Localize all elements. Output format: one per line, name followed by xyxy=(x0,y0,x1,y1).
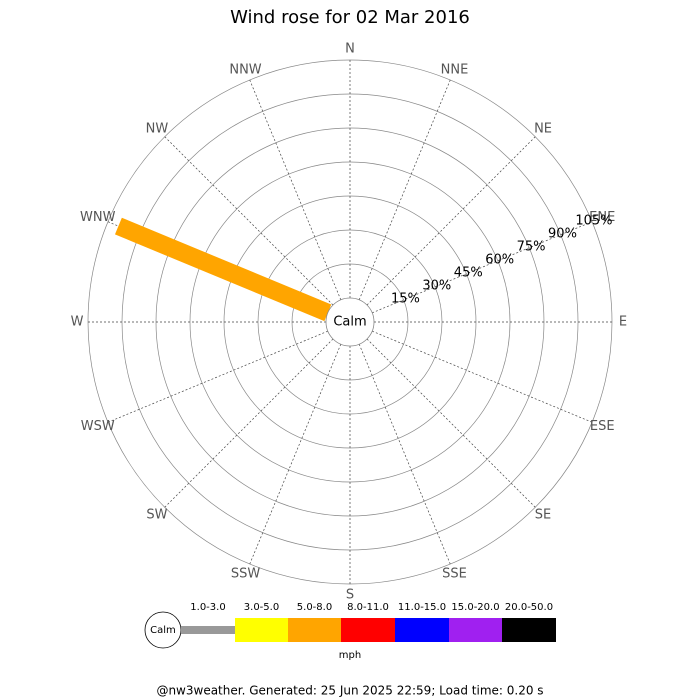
legend-swatch xyxy=(395,618,449,642)
legend-swatch xyxy=(288,618,341,642)
direction-label: SSW xyxy=(231,567,261,582)
legend-calm-label: Calm xyxy=(150,625,176,636)
chart-title: Wind rose for 02 Mar 2016 xyxy=(230,7,470,28)
direction-label: ENE xyxy=(589,210,615,225)
direction-label: WSW xyxy=(81,419,115,434)
direction-label: N xyxy=(345,42,355,57)
legend-swatch xyxy=(341,618,395,642)
direction-label: NE xyxy=(534,121,552,136)
direction-label: ESE xyxy=(590,419,615,434)
legend-label: 8.0-11.0 xyxy=(347,602,389,613)
r-tick-label: 60% xyxy=(485,253,514,268)
legend-label: 3.0-5.0 xyxy=(244,602,279,613)
direction-label: SE xyxy=(535,508,551,523)
legend-label: 20.0-50.0 xyxy=(505,602,553,613)
legend-label: 15.0-20.0 xyxy=(451,602,499,613)
legend-swatch xyxy=(181,626,235,634)
direction-label: E xyxy=(619,315,627,330)
r-tick-label: 30% xyxy=(422,279,451,294)
direction-label: NNE xyxy=(441,62,469,77)
legend-swatch xyxy=(502,618,556,642)
direction-label: NNW xyxy=(229,62,261,77)
direction-label: W xyxy=(71,315,84,330)
r-tick-label: 75% xyxy=(517,239,546,254)
legend-label: 11.0-15.0 xyxy=(398,602,446,613)
footer: @nw3weather. Generated: 25 Jun 2025 22:5… xyxy=(156,684,543,698)
legend-swatch xyxy=(235,618,288,642)
legend-label: 5.0-8.0 xyxy=(297,602,332,613)
direction-label: SW xyxy=(146,508,167,523)
calm-circle xyxy=(325,297,375,347)
r-tick-label: 105% xyxy=(575,213,612,228)
direction-label: NW xyxy=(146,121,169,136)
r-tick-label: 90% xyxy=(548,226,577,241)
direction-label: S xyxy=(346,588,354,603)
direction-label: SSE xyxy=(442,567,467,582)
legend-label: 1.0-3.0 xyxy=(190,602,225,613)
r-tick-label: 45% xyxy=(454,266,483,281)
unit-label: mph xyxy=(339,650,361,661)
direction-label: WNW xyxy=(80,210,116,225)
r-tick-label: 15% xyxy=(391,292,420,307)
bar xyxy=(114,217,332,322)
legend-swatch xyxy=(449,618,502,642)
calm-label: Calm xyxy=(333,315,366,330)
